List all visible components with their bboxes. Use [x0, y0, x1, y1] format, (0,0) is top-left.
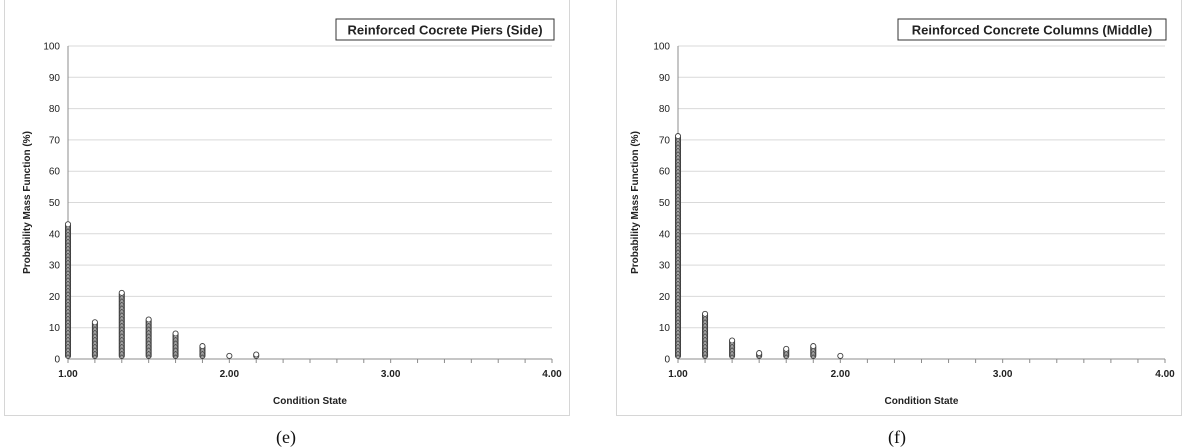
- chart-frame: [4, 0, 570, 416]
- chart-svg-e: 0 10 20 30 40 50 60 70 80 90 100 1.00 2.00 3.00 4.00 Co…: [22, 18, 562, 407]
- y-tick-label: 40: [49, 229, 61, 240]
- y-tick-label: 10: [49, 323, 61, 334]
- y-tick-label: 30: [49, 261, 61, 272]
- point-marker: [702, 310, 709, 317]
- data-point: [118, 289, 125, 359]
- figure-caption-e: (e): [276, 427, 296, 447]
- x-tick-label: 2.00: [220, 369, 240, 380]
- y-tick-label: 70: [49, 135, 61, 146]
- chart-title: Reinforced Concrete Columns (Middle): [912, 23, 1153, 38]
- data-point: [172, 330, 179, 359]
- y-tick-label: 60: [659, 167, 671, 178]
- point-marker: [729, 337, 736, 344]
- point-marker: [810, 343, 817, 350]
- data-point: [783, 345, 790, 359]
- chart-panel-f: 0 10 20 30 40 50 60 70 80 90 100 1.00 2.00 3.00 4.00 Co…: [616, 0, 1182, 420]
- point-marker: [64, 221, 72, 228]
- x-tick-label: 3.00: [381, 369, 401, 380]
- point-marker: [674, 133, 682, 140]
- data-point: [729, 337, 736, 359]
- point-marker: [118, 289, 125, 296]
- x-tick-label: 2.00: [831, 369, 851, 380]
- y-tick-label: 70: [659, 135, 671, 146]
- point-marker: [783, 345, 790, 352]
- figure-caption-f: (f): [888, 427, 906, 447]
- point-marker: [226, 352, 233, 359]
- point-marker: [756, 350, 763, 357]
- chart-frame: [616, 0, 1182, 416]
- data-point: [674, 133, 682, 359]
- point-marker: [837, 352, 844, 359]
- data-point: [199, 343, 206, 359]
- data-point: [837, 352, 844, 359]
- y-tick-label: 90: [659, 73, 671, 84]
- x-tick-label: 1.00: [58, 369, 78, 380]
- y-tick-label: 100: [653, 42, 670, 53]
- y-tick-label: 20: [49, 292, 61, 303]
- chart-title: Reinforced Cocrete Piers (Side): [347, 23, 542, 38]
- y-tick-label: 30: [659, 261, 671, 272]
- y-axis-label: Probability Mass Function (%): [630, 131, 641, 274]
- y-tick-label: 100: [43, 42, 60, 53]
- chart-svg-f: 0 10 20 30 40 50 60 70 80 90 100 1.00 2.00 3.00 4.00 Co…: [630, 18, 1175, 407]
- y-tick-label: 80: [659, 104, 671, 115]
- data-point: [64, 221, 72, 359]
- data-point: [226, 352, 233, 359]
- point-marker: [172, 330, 179, 337]
- y-axis-label: Probability Mass Function (%): [22, 131, 33, 274]
- data-point: [756, 350, 763, 359]
- x-axis-label: Condition State: [885, 396, 959, 407]
- data-point: [810, 343, 817, 359]
- x-axis-label: Condition State: [273, 396, 347, 407]
- y-tick-label: 20: [659, 292, 671, 303]
- x-tick-label: 4.00: [542, 369, 562, 380]
- y-tick-label: 50: [659, 198, 671, 209]
- x-tick-label: 1.00: [668, 369, 688, 380]
- point-marker: [145, 316, 152, 323]
- y-tick-label: 40: [659, 229, 671, 240]
- y-tick-label: 0: [664, 355, 670, 366]
- y-tick-label: 10: [659, 323, 671, 334]
- data-point: [702, 310, 709, 359]
- point-marker: [253, 351, 260, 358]
- point-marker: [91, 319, 98, 326]
- point-marker: [199, 343, 206, 350]
- y-tick-label: 0: [54, 355, 60, 366]
- chart-panel-e: 0 10 20 30 40 50 60 70 80 90 100 1.00 2.00 3.00 4.00 Co…: [4, 0, 570, 420]
- x-tick-label: 3.00: [993, 369, 1013, 380]
- data-point: [145, 316, 152, 359]
- title-box: [897, 18, 1167, 41]
- data-point: [91, 319, 98, 359]
- data-point: [253, 351, 260, 359]
- y-tick-label: 80: [49, 104, 61, 115]
- y-tick-label: 90: [49, 73, 61, 84]
- title-box: [335, 18, 555, 41]
- y-tick-label: 50: [49, 198, 61, 209]
- x-tick-label: 4.00: [1155, 369, 1175, 380]
- y-tick-label: 60: [49, 167, 61, 178]
